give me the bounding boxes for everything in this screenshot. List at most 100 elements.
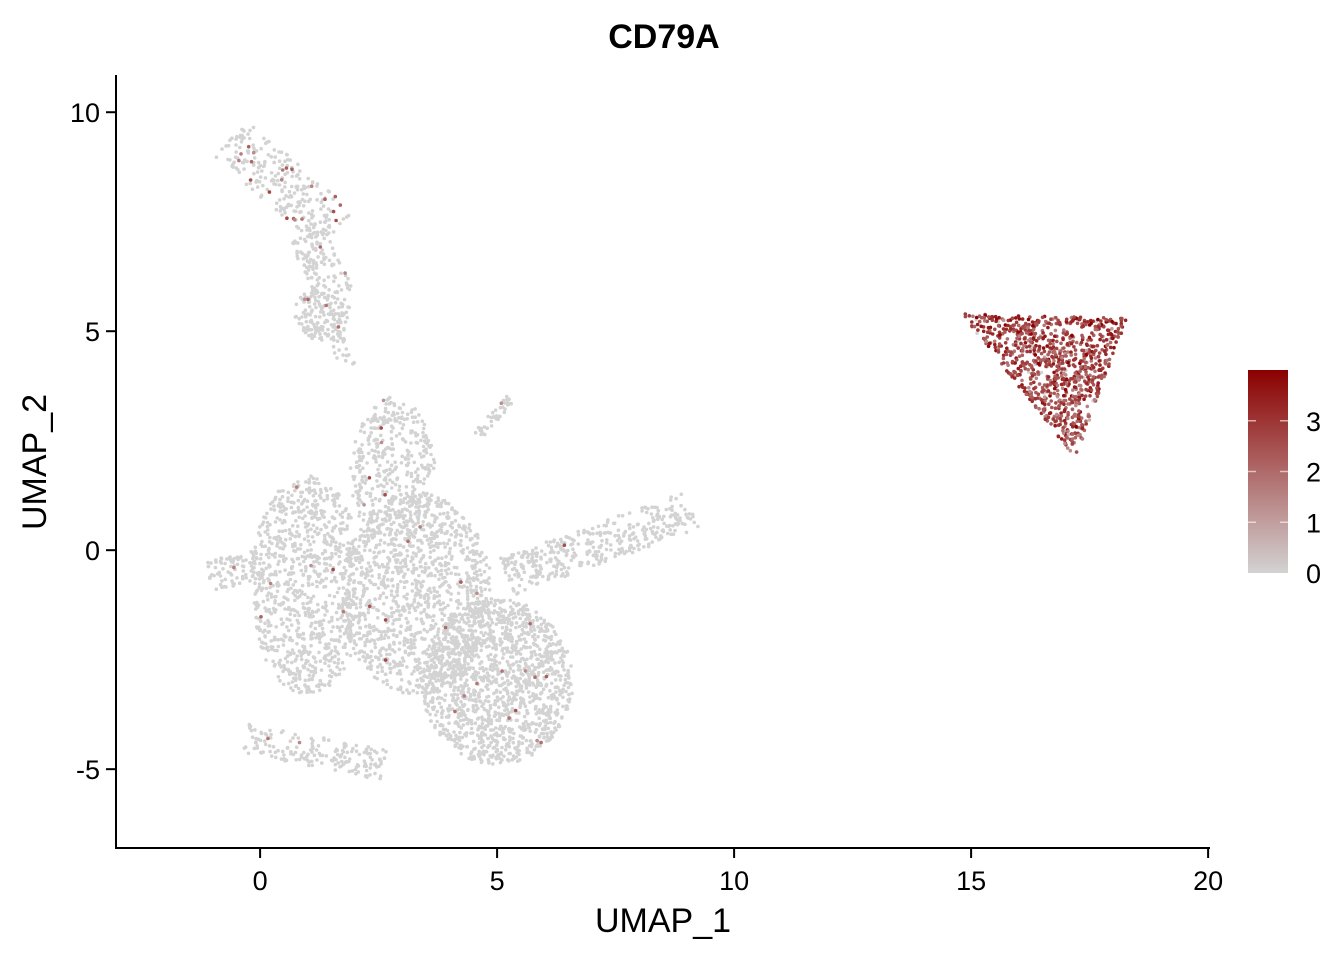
cell-point [301,572,306,577]
cell-point [284,194,288,198]
cell-point [406,567,410,572]
cell-point [620,514,625,518]
cell-point [290,638,295,643]
cell-point [266,597,270,602]
cell-point [459,665,464,669]
cell-point [365,529,369,533]
cell-point [435,529,440,534]
cell-point [351,551,356,556]
cell-point [410,415,415,420]
cell-point [528,627,533,632]
cell-point [414,617,419,621]
cell-point [311,258,315,263]
cell-point [422,674,427,678]
cell-point [390,442,394,446]
cell-point [451,659,455,664]
cell-point [366,601,370,605]
cell-point [309,527,313,532]
cell-point [354,490,358,494]
cell-point [497,620,502,625]
cell-point [310,209,315,213]
cell-point [272,635,277,640]
cell-point [514,660,519,664]
cell-point [421,426,426,431]
cell-point [433,573,437,578]
cell-point [515,745,520,749]
cell-point [684,530,689,535]
cell-point [471,578,476,583]
cell-point [262,515,266,519]
cell-point [283,656,288,661]
cell-point [389,550,393,555]
cell-point [372,582,376,587]
cell-point [273,569,278,574]
cell-point [470,632,475,637]
cell-point [482,569,487,574]
cell-point [370,448,374,453]
cell-point [394,465,399,470]
cell-point [497,705,501,710]
cell-point [496,598,500,603]
cell-point [493,699,498,704]
cell-point [429,452,433,457]
cell-point [389,436,394,441]
cell-point [209,573,214,577]
cell-point [360,424,364,429]
cell-point [366,436,371,441]
cell-point [380,517,385,522]
cell-point [413,415,418,420]
cell-point [530,663,535,667]
cell-point [628,526,632,531]
cell-point [388,471,392,476]
cell-point [560,715,564,719]
cell-point [368,548,372,553]
cell-point [296,547,300,551]
cell-point [415,432,420,437]
cell-point [295,187,300,192]
cell-point [449,598,453,602]
cell-point [401,690,405,695]
cell-point [491,611,496,615]
cell-point [550,657,554,661]
cell-point [435,516,439,520]
cell-point [284,596,288,601]
cell-point [563,677,568,682]
cell-point [371,456,376,460]
cell-point [318,659,323,663]
cell-point [330,601,335,606]
cell-point [386,626,391,631]
cell-point [519,726,524,731]
cell-point [271,744,276,749]
cell-point [545,628,550,633]
cell-point [553,678,558,682]
cell-point [517,583,522,588]
cell-point [366,561,371,565]
cell-point [296,621,301,625]
cell-point [341,543,346,548]
cell-point [445,511,450,515]
cell-point [393,482,398,487]
cell-point [345,315,350,320]
cell-point [333,300,338,305]
cell-point [465,650,469,655]
cell-point [301,184,306,188]
cell-point [333,290,338,295]
cell-point [495,733,500,738]
cell-point [480,610,484,614]
cell-point [261,183,265,188]
cell-point [453,543,457,547]
cell-point [301,192,306,196]
cell-point [316,255,320,259]
cell-point [407,691,411,695]
cell-point [500,728,504,732]
cell-point [389,666,393,671]
cell-point [280,529,285,534]
cell-point [349,541,353,546]
cell-point [263,628,267,633]
cell-point [543,660,548,664]
cell-point [374,627,379,632]
cell-point [377,499,382,503]
cell-point [415,664,420,668]
cell-point [309,212,314,217]
cell-point [314,261,318,265]
